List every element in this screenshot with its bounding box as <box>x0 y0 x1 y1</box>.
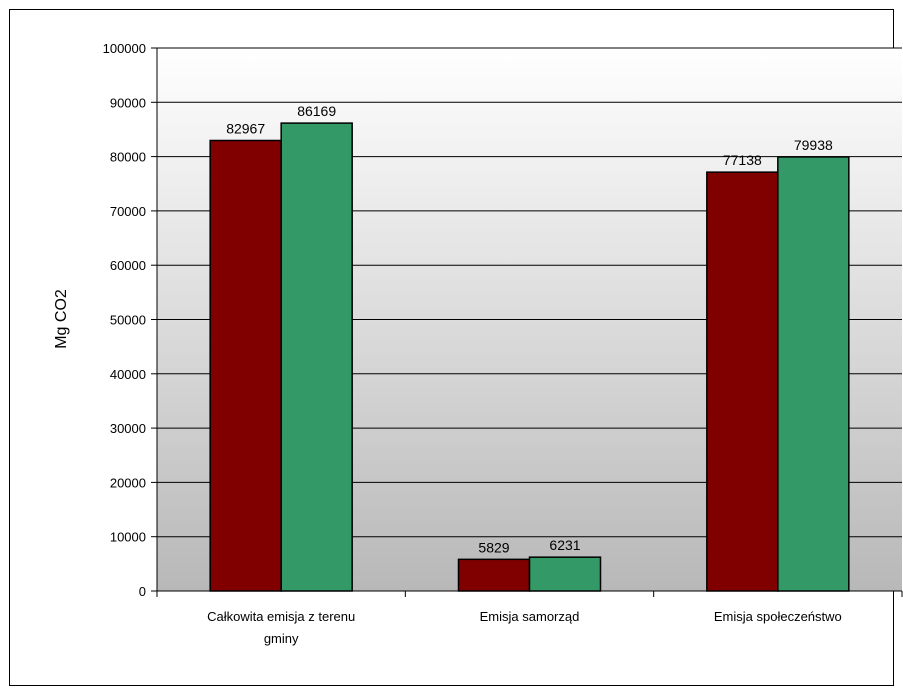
y-tick-labels: 0 10000 20000 30000 40000 50000 60000 70000 8000… <box>103 41 146 599</box>
x-tick-label-line: Emisja społeczeństwo <box>714 609 842 624</box>
y-tick-label: 20000 <box>110 475 146 490</box>
bar <box>457 558 531 592</box>
bar <box>280 122 353 592</box>
data-label: 77138 <box>723 152 762 168</box>
y-axis-label: Mg CO2 <box>53 289 70 349</box>
bars <box>209 122 850 592</box>
axes <box>151 47 903 597</box>
data-label: 6231 <box>549 537 580 553</box>
y-tick-label: 90000 <box>110 95 146 110</box>
data-label: 82967 <box>226 120 265 136</box>
bar <box>777 156 850 592</box>
x-tick-label-line: Emisja samorząd <box>480 609 580 624</box>
bar <box>528 556 602 592</box>
bar <box>209 139 282 592</box>
x-tick-label: Emisja samorząd <box>480 609 580 624</box>
y-tick-label: 40000 <box>110 367 146 382</box>
x-tick-labels: Całkowita emisja z terenu gminy Emisja sam… <box>207 609 842 646</box>
x-tick-label-line: gminy <box>264 631 299 646</box>
y-tick-label: 60000 <box>110 258 146 273</box>
y-tick-label: 10000 <box>110 530 146 545</box>
data-labels: 82967 86169 5829 6231 77138 79938 <box>226 103 833 555</box>
data-label: 5829 <box>478 539 509 555</box>
x-tick-label-line: Całkowita emisja z terenu <box>207 609 355 624</box>
y-tick-label: 30000 <box>110 421 146 436</box>
data-label: 79938 <box>794 137 833 153</box>
bar <box>706 171 779 592</box>
y-tick-label: 80000 <box>110 150 146 165</box>
x-tick-label: Całkowita emisja z terenu gminy <box>207 609 355 646</box>
data-label: 86169 <box>297 103 336 119</box>
y-tick-label: 50000 <box>110 313 146 328</box>
y-tick-label: 100000 <box>103 41 146 56</box>
y-tick-label: 70000 <box>110 204 146 219</box>
x-tick-label: Emisja społeczeństwo <box>714 609 842 624</box>
y-tick-label: 0 <box>139 584 146 599</box>
